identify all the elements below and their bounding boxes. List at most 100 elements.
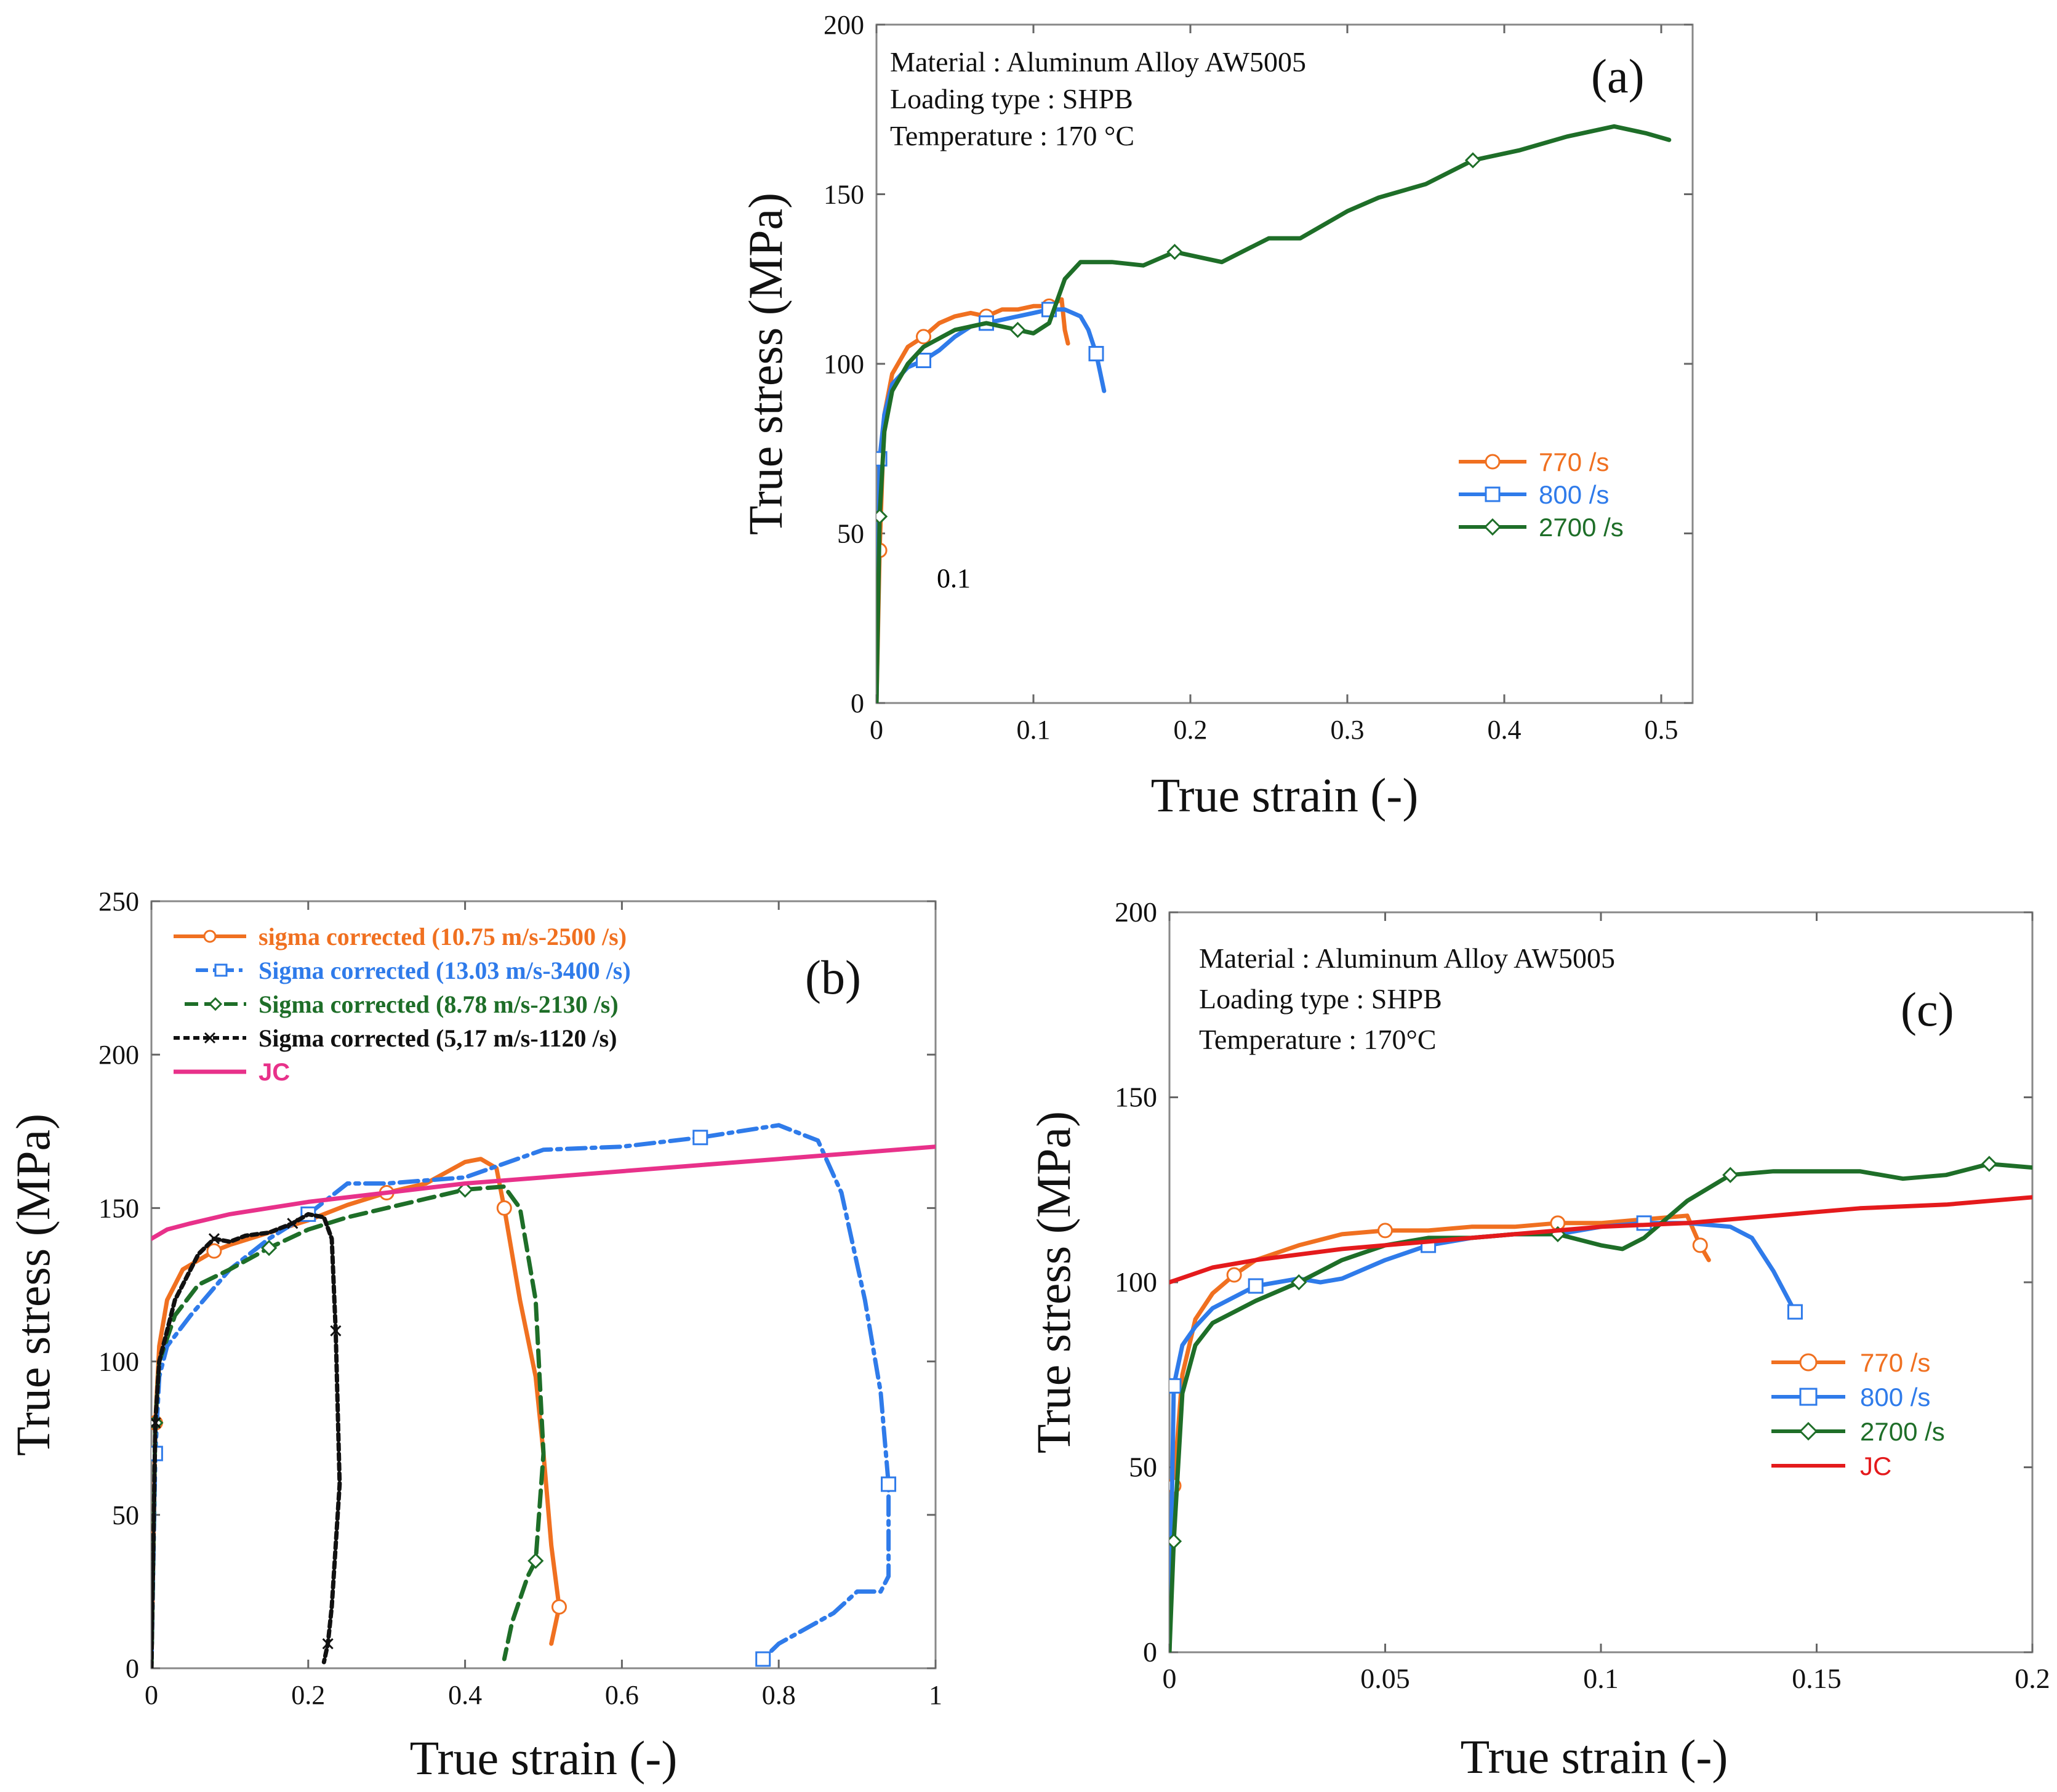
panel-b-series-marker-1 (551, 1599, 567, 1615)
panel-b-series (151, 1123, 936, 1668)
panel-c-y-tick-label: 200 (1115, 896, 1157, 928)
panel-c-label: (c) (1901, 982, 1954, 1036)
panel-a-series-marker-2 (916, 352, 931, 368)
panel-a-series-marker-3 (1166, 244, 1183, 260)
panel-b-series-marker-4 (151, 1417, 161, 1429)
panel-c-series-line-2 (1169, 1221, 1797, 1652)
panel-a-legend-label-800: 800 /s (1539, 480, 1609, 509)
panel-a-y-tick-label: 0 (851, 688, 864, 718)
panel-c-x-tick-label: 0 (1163, 1663, 1177, 1694)
panel-b-series-marker-2 (881, 1476, 897, 1492)
panel-b-y-tick-label: 0 (126, 1653, 139, 1684)
panel-a-y-tick-label: 100 (824, 349, 864, 379)
panel-a-legend-item-770: 770 /s (1459, 448, 1609, 476)
panel-a-x-axis-title: True strain (-) (1151, 768, 1419, 822)
panel-a-x-tick-label: 0.1 (1017, 715, 1051, 745)
panel-b-legend-label-5: JC (259, 1059, 290, 1086)
panel-b-series-marker-4 (330, 1325, 342, 1336)
panel-b: 0 0.2 0.4 0.6 0.8 1 0 50 100 150 200 250 (b) True s… (6, 886, 942, 1785)
panel-b-series-marker-4 (322, 1638, 334, 1650)
panel-b-y-tick-label: 100 (98, 1347, 139, 1377)
panel-b-series-line-5 (151, 1144, 936, 1241)
panel-c-y-tick-label: 150 (1115, 1082, 1157, 1113)
panel-b-series-marker-3 (527, 1553, 544, 1569)
panel-b-series-marker-1 (206, 1243, 222, 1259)
panel-c-legend-label-770: 770 /s (1860, 1348, 1930, 1377)
panel-a-legend-marker-800 (1485, 486, 1501, 502)
panel-a-series-line-3 (876, 124, 1672, 703)
panel-b-series-marker-4 (208, 1233, 220, 1245)
panel-a-y-tick-label: 50 (837, 519, 864, 549)
panel-c-legend-item-2700: 2700 /s (1771, 1417, 1945, 1446)
panel-b-series-line-3 (151, 1184, 546, 1668)
panel-a-legend-item-2700: 2700 /s (1459, 513, 1624, 542)
panel-c-y-tick-label: 100 (1115, 1266, 1157, 1298)
panel-c-legend-marker-2700 (1798, 1421, 1818, 1441)
panel-c-legend-marker-770 (1799, 1353, 1818, 1372)
panel-a-ticks: 0 0.1 0.2 0.3 0.4 0.5 0 50 100 150 200 (824, 10, 1693, 745)
panel-a-x-tick-label: 0.3 (1331, 715, 1365, 745)
panel-b-series-line-4 (151, 1211, 342, 1668)
panel-a-y-tick-label: 200 (824, 10, 864, 40)
panel-a-info-line-1: Material : Aluminum Alloy AW5005 (890, 46, 1306, 78)
panel-a-series-line-1 (876, 297, 1070, 703)
panel-b-series-line-2 (151, 1123, 891, 1668)
panel-c-y-axis-title: True stress (MPa) (1027, 1111, 1080, 1453)
panel-b-series-marker-2 (692, 1130, 708, 1146)
panel-b-series-marker-4 (287, 1218, 299, 1229)
panel-b-x-tick-label: 1 (929, 1680, 942, 1710)
panel-b-x-tick-label: 0.6 (605, 1680, 639, 1710)
panel-b-y-tick-label: 200 (98, 1040, 139, 1070)
panel-c-series-marker-3 (1169, 1533, 1182, 1549)
panel-a-x-tick-label: 0 (870, 715, 883, 745)
panel-b-x-tick-label: 0 (145, 1680, 158, 1710)
panel-a-label: (a) (1591, 49, 1645, 103)
panel-a-legend-marker-2700 (1483, 518, 1502, 536)
panel-a-x-tick-label: 0.5 (1645, 715, 1678, 745)
panel-b-series-marker-2 (755, 1651, 771, 1667)
panel-a-x-tick-label: 0.2 (1174, 715, 1208, 745)
panel-c-series-marker-3 (1981, 1155, 1998, 1172)
panel-b-y-tick-label: 150 (98, 1193, 139, 1223)
panel-b-legend-item-1: sigma corrected (10.75 m/s-2500 /s) (174, 923, 627, 950)
panel-b-legend-item-2: Sigma corrected (13.03 m/s-3400 /s) (196, 957, 631, 984)
panel-b-series-line-1 (151, 1157, 561, 1668)
panel-a-series-line-2 (876, 307, 1107, 703)
panel-c-series-marker-3 (1291, 1274, 1307, 1291)
panel-b-legend-label-1: sigma corrected (10.75 m/s-2500 /s) (259, 923, 627, 950)
panel-a-legend-marker-770 (1485, 454, 1501, 470)
panel-c-info-line-2: Loading type : SHPB (1199, 983, 1442, 1015)
panel-a-info-line-2: Loading type : SHPB (890, 83, 1133, 115)
panel-c-series-marker-3 (1722, 1167, 1739, 1183)
panel-c-x-tick-label: 0.15 (1792, 1663, 1842, 1694)
panel-b-legend-item-3: Sigma corrected (8.78 m/s-2130 /s) (185, 990, 619, 1018)
panel-c-series-marker-2 (1169, 1378, 1182, 1394)
panel-c-x-tick-label: 0.2 (2015, 1663, 2050, 1694)
panel-b-series-marker-3 (457, 1181, 473, 1198)
panel-c-legend-marker-800 (1799, 1388, 1818, 1406)
panel-b-legend-marker-4 (204, 1032, 216, 1044)
panel-c-y-tick-label: 0 (1143, 1636, 1157, 1668)
panel-c-x-axis-title: True strain (-) (1461, 1730, 1728, 1783)
panel-a-legend: 770 /s 800 /s 2700 /s (1459, 448, 1624, 542)
panel-b-x-tick-label: 0.2 (291, 1680, 325, 1710)
panel-c-legend-label-2700: 2700 /s (1860, 1417, 1945, 1446)
panel-b-legend-marker-1 (203, 930, 217, 943)
panel-c-series-line-4 (1169, 1195, 2032, 1285)
panel-a-legend-label-770: 770 /s (1539, 448, 1609, 476)
panel-c-info-line-3: Temperature : 170°C (1199, 1024, 1437, 1055)
panel-a-x-tick-label: 0.4 (1488, 715, 1522, 745)
panel-a-series-marker-3 (1464, 152, 1482, 169)
panel-b-legend-label-2: Sigma corrected (13.03 m/s-3400 /s) (259, 957, 631, 984)
panel-a-series-marker-3 (876, 508, 888, 525)
panel-b-legend-item-4: Sigma corrected (5,17 m/s-1120 /s) (174, 1024, 617, 1052)
panel-c-series-marker-2 (1787, 1304, 1803, 1320)
panel-b-legend: sigma corrected (10.75 m/s-2500 /s) Sigm… (174, 923, 631, 1086)
panel-b-legend-marker-3 (208, 997, 223, 1011)
panel-b-x-axis-title: True strain (-) (410, 1731, 678, 1785)
panel-c-legend: 770 /s 800 /s 2700 /s JC (1771, 1348, 1945, 1481)
panel-c-series-marker-2 (1248, 1278, 1264, 1294)
panel-c-ticks: 0 0.05 0.1 0.15 0.2 0 50 100 150 200 (1115, 896, 2050, 1694)
panel-c-x-tick-label: 0.1 (1583, 1663, 1619, 1694)
panel-a-info-line-3: Temperature : 170 °C (890, 120, 1134, 151)
